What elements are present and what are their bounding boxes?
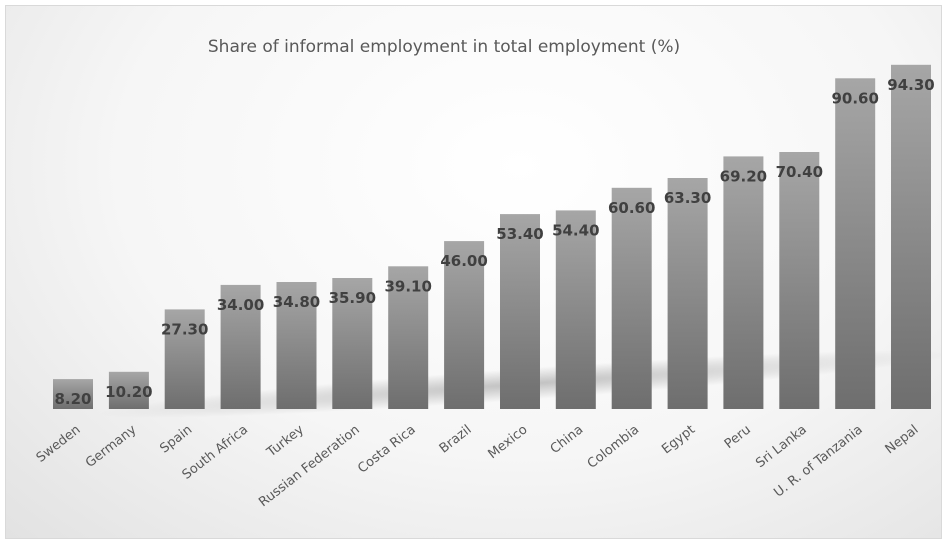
data-label-mexico: 53.40: [496, 225, 543, 243]
data-label-turkey: 34.80: [273, 293, 320, 311]
bar-germany: [108, 371, 149, 409]
data-label-china: 54.40: [552, 221, 599, 239]
bar-peru: [723, 156, 764, 409]
bar-south-africa: [220, 284, 261, 409]
bar-china: [555, 210, 596, 409]
data-label-egypt: 63.30: [664, 189, 711, 207]
data-label-colombia: 60.60: [608, 199, 655, 217]
bar-russian-federation: [332, 278, 373, 409]
tick-label-nepal: Nepal: [883, 422, 922, 457]
tick-label-peru: Peru: [722, 422, 754, 452]
bar-brazil: [444, 241, 485, 409]
bar-chart: Share of informal employment in total em…: [34, 37, 941, 510]
bar-mexico: [500, 214, 540, 409]
data-label-sri-lanka: 70.40: [776, 163, 823, 181]
data-label-brazil: 46.00: [440, 252, 487, 270]
bar-sri-lanka: [779, 152, 820, 409]
tick-label-turkey: Turkey: [264, 422, 308, 461]
data-labels-group: 8.20 10.20 27.30 34.00 34.80 35.90 39.10 46.00 5…: [54, 76, 934, 408]
tick-label-egypt: Egypt: [659, 422, 698, 457]
data-label-peru: 69.20: [720, 167, 767, 185]
bars-group: [53, 64, 931, 410]
bar-costa-rica: [388, 266, 429, 409]
data-label-russian-federation: 35.90: [329, 289, 376, 307]
tick-label-spain: Spain: [157, 422, 195, 456]
tick-label-china: China: [548, 422, 587, 457]
chart-area: Share of informal employment in total em…: [5, 5, 942, 539]
bar-u-r-of-tanzania: [835, 78, 876, 410]
bar-nepal: [891, 64, 931, 410]
bar-sweden: [53, 379, 93, 409]
tick-label-mexico: Mexico: [485, 422, 530, 462]
bar-egypt: [667, 178, 708, 409]
chart-title: Share of informal employment in total em…: [208, 37, 680, 57]
tick-label-russian-federation: Russian Federation: [256, 422, 362, 510]
data-label-spain: 27.30: [161, 320, 208, 338]
data-label-nepal: 94.30: [887, 76, 934, 94]
data-label-sweden: 8.20: [54, 390, 91, 408]
data-label-costa-rica: 39.10: [384, 277, 431, 295]
data-label-u-r-of-tanzania: 90.60: [831, 89, 878, 107]
bar-spain: [164, 309, 205, 409]
tick-label-costa-rica: Costa Rica: [355, 422, 418, 476]
tick-label-sri-lanka: Sri Lanka: [753, 422, 810, 471]
tick-label-brazil: Brazil: [437, 422, 475, 456]
tick-label-germany: Germany: [83, 422, 140, 471]
bar-colombia: [611, 187, 652, 409]
data-label-germany: 10.20: [105, 383, 152, 401]
tick-label-sweden: Sweden: [34, 422, 84, 465]
data-label-south-africa: 34.00: [217, 296, 264, 314]
bar-turkey: [276, 282, 317, 409]
tick-label-colombia: Colombia: [585, 422, 642, 471]
